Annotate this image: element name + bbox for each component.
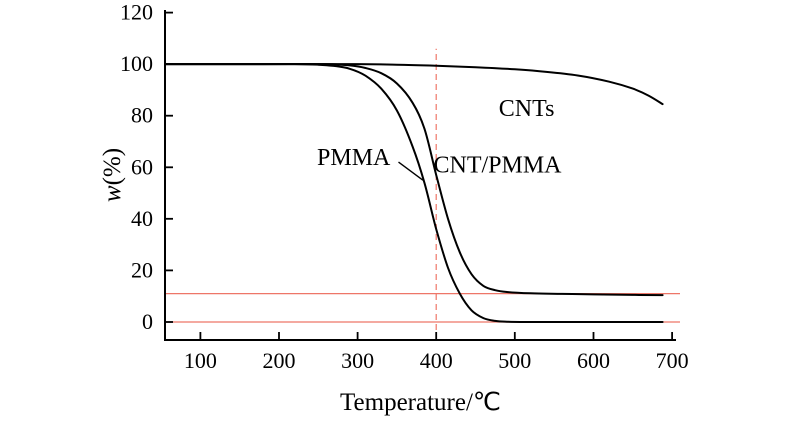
- x-tick-label: 600: [577, 348, 610, 373]
- annotation-cnts: CNTs: [499, 96, 555, 122]
- y-tick-label: 0: [142, 309, 153, 334]
- x-tick-label: 100: [184, 348, 217, 373]
- y-tick-label: 120: [120, 0, 153, 25]
- y-tick-label: 20: [131, 257, 153, 282]
- y-tick-label: 60: [131, 154, 153, 179]
- annotation-leader-pmma: [398, 161, 424, 181]
- annotation-cnt-pmma: CNT/PMMA: [433, 153, 562, 179]
- y-axis-title: w(%): [99, 148, 126, 202]
- x-tick-label: 200: [263, 348, 296, 373]
- y-tick-label: 100: [120, 51, 153, 76]
- series-pmma: [164, 63, 664, 324]
- x-tick-label: 700: [656, 348, 689, 373]
- x-axis-title: Temperature/℃: [340, 389, 501, 416]
- x-tick-label: 400: [420, 348, 453, 373]
- y-tick-label: 80: [131, 103, 153, 128]
- annotation-pmma: PMMA: [317, 145, 391, 171]
- x-tick-label: 500: [498, 348, 531, 373]
- series-cnt-pmma: [164, 63, 664, 297]
- x-tick-label: 300: [341, 348, 374, 373]
- y-tick-label: 40: [131, 206, 153, 231]
- series-cnts: [164, 63, 664, 106]
